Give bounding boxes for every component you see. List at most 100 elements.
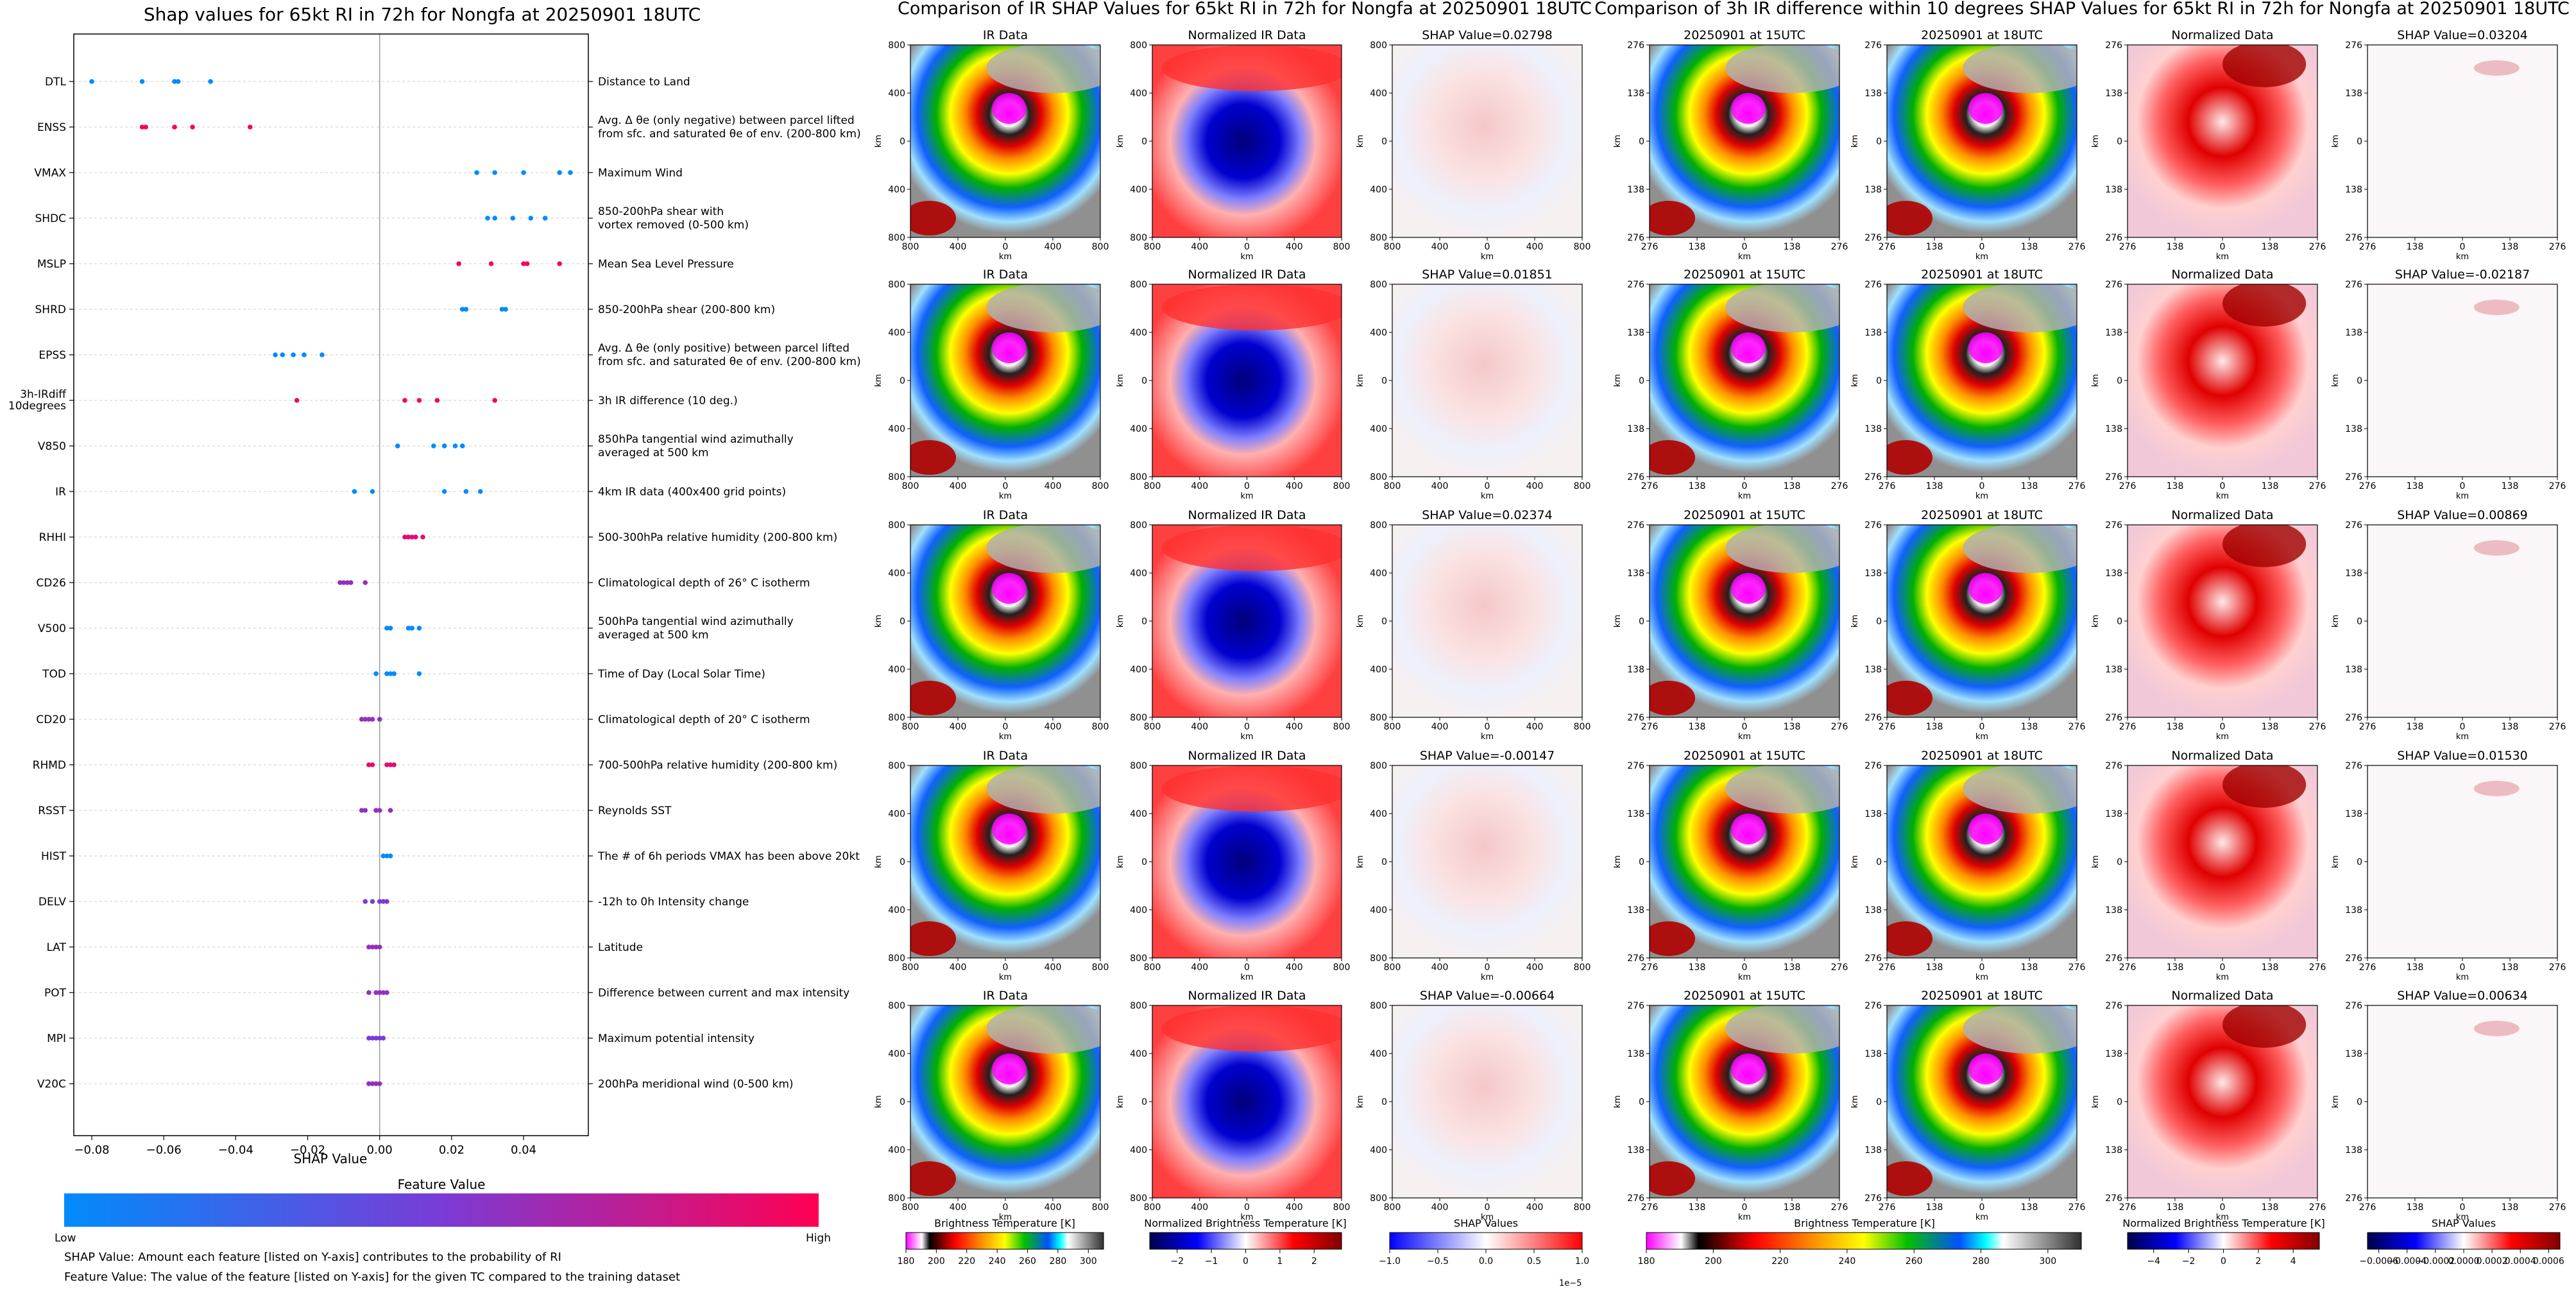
y-tick-label: 400: [1370, 809, 1387, 819]
x-tick-label: 0: [1979, 962, 1985, 973]
y-tick-label: 0: [900, 857, 905, 867]
feature-label: DELV: [38, 896, 66, 909]
y-tick-label: 400: [888, 568, 905, 579]
shap-image: [1392, 765, 1582, 958]
shap-point: [363, 899, 368, 904]
colorbar-ticks: 180 200 220 240 260 280 300: [898, 1249, 1097, 1267]
y-tick-label: 400: [888, 424, 905, 434]
colorbar-tick-label: 240: [1839, 1256, 1856, 1267]
shap-point: [405, 626, 411, 631]
shap-point: [416, 398, 422, 403]
shap-point: [557, 170, 562, 175]
colorbar-tick-label: 0: [1243, 1256, 1249, 1267]
shap-point: [459, 443, 465, 448]
shap-point: [359, 717, 364, 722]
y-tick-label: 400: [1130, 89, 1147, 99]
y-tick-label: 276: [2105, 472, 2122, 482]
x-tick-label: 276: [1641, 962, 1659, 973]
shap-point: [492, 170, 497, 175]
y-tick-label: 0: [1876, 376, 1882, 386]
x-tick-label: 138: [2167, 1202, 2184, 1213]
x-tick-label: 276: [1641, 722, 1659, 732]
x-tick-label: 138: [2502, 481, 2519, 491]
x-tick-label: 0: [2460, 1202, 2466, 1213]
shap-point: [172, 79, 177, 84]
x-tick-label: 400: [1431, 242, 1449, 252]
summary-x-ticks: −0.08 −0.06 −0.04 −0.02 0.00 0.02 0.04: [74, 1136, 536, 1157]
shap-point: [373, 1036, 379, 1041]
shap-diff-image: [2367, 1005, 2557, 1198]
shap-point: [366, 1081, 371, 1086]
y-tick-label: 138: [2345, 328, 2362, 338]
x-tick-label: 800: [1333, 242, 1351, 252]
x-tick-label: 0: [2460, 962, 2466, 973]
x-tick-label: 276: [2119, 481, 2137, 491]
shap-point: [388, 853, 393, 858]
x-tick-label: 400: [950, 242, 967, 252]
y-axis-label: km: [874, 855, 883, 868]
y-tick-label: 0: [1876, 1097, 1882, 1107]
colorbar-tick-label: 0.0006: [2533, 1256, 2564, 1267]
x-tick-label: 138: [1926, 962, 1943, 973]
feature-label: LAT: [46, 941, 66, 954]
x-tick-label: 800: [1384, 481, 1401, 491]
x-tick-label: 138: [1689, 481, 1706, 491]
panel-title: Normalized IR Data: [1188, 28, 1306, 42]
x-tick-label: 276: [2119, 962, 2137, 973]
y-axis-label: km: [2331, 374, 2341, 387]
x-tick-label: 138: [2407, 722, 2424, 732]
x-tick-label: 400: [1286, 242, 1303, 252]
panel-title: Normalized IR Data: [1188, 508, 1306, 522]
x-tick-label: 0: [1244, 242, 1250, 252]
x-tick-label: 0: [1003, 481, 1009, 491]
feature-label: MSLP: [37, 258, 66, 271]
y-tick-label: 276: [1864, 713, 1882, 723]
colorbar-tick-label: 220: [1771, 1256, 1789, 1267]
colorbar-tick-label: 1: [1277, 1256, 1283, 1267]
x-tick-label: 276: [1831, 962, 1848, 973]
feature-description: Reynolds SST: [598, 805, 672, 817]
x-tick-label: 400: [1191, 962, 1208, 973]
colorbar-ticks: 180 200 220 240 260 280 300: [1638, 1249, 2056, 1267]
x-tick-label: 276: [2068, 962, 2086, 973]
x-tick-label: 276: [2068, 242, 2086, 252]
x-axis-label: km: [2216, 491, 2229, 501]
x-tick-label: 138: [1784, 722, 1801, 732]
x-tick-label: 276: [1879, 481, 1896, 491]
x-tick-label: 276: [2309, 962, 2326, 973]
shap-point: [370, 1036, 375, 1041]
shap-point: [373, 671, 379, 676]
x-tick-label: 138: [1926, 722, 1943, 732]
y-tick-label: 400: [1370, 665, 1387, 675]
x-tick-label: 276: [2549, 242, 2566, 252]
x-tick-label: 276: [2309, 722, 2326, 732]
colorbar-ticks: −1.0 −0.5 0.0 0.5 1.0: [1379, 1249, 1589, 1267]
x-axis-label: km: [1481, 973, 1494, 982]
x-axis-label: km: [2216, 973, 2229, 982]
y-axis-label: km: [1356, 135, 1365, 148]
shap-point: [492, 398, 497, 403]
feature-description: Latitude: [598, 941, 643, 954]
y-tick-label: 0: [1381, 1097, 1387, 1107]
x-tick-label: 800: [1333, 1202, 1351, 1213]
shap-diff-image: [2367, 525, 2557, 717]
y-tick-label: 0: [2357, 137, 2362, 147]
y-axis-label: km: [1613, 615, 1623, 627]
x-tick-label: 276: [1641, 1202, 1659, 1213]
y-tick-label: 276: [2345, 713, 2362, 723]
shap-point: [366, 1036, 371, 1041]
shap-point: [363, 717, 368, 722]
y-tick-label: 400: [1370, 89, 1387, 99]
x-axis-label: km: [1240, 732, 1253, 742]
x-tick-label: 276: [2359, 242, 2376, 252]
y-tick-label: 800: [888, 953, 905, 964]
x-tick-label: 400: [1191, 722, 1208, 732]
y-tick-label: 400: [1130, 1049, 1147, 1059]
feature-description: Climatological depth of 26° C isotherm: [598, 577, 810, 590]
feature-description: Difference between current and max inten…: [598, 987, 849, 1000]
